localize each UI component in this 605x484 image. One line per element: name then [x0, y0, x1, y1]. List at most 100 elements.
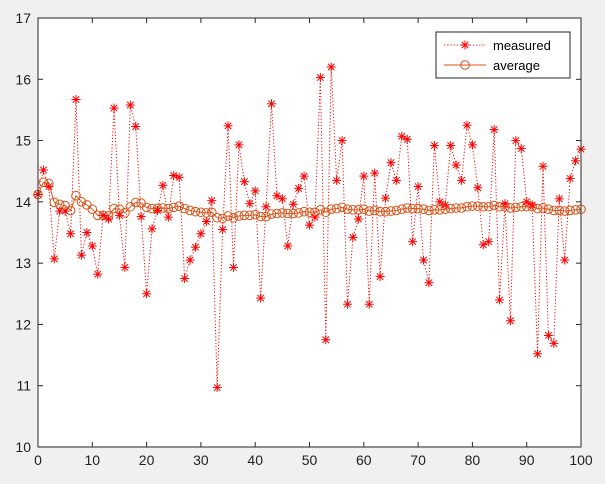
average-point — [206, 207, 217, 218]
measured-point — [571, 156, 581, 166]
y-tick-label: 13 — [15, 255, 31, 271]
average-point — [282, 208, 293, 219]
measured-point — [250, 186, 260, 196]
measured-point — [429, 140, 439, 150]
average-point — [554, 205, 565, 216]
average-point — [391, 205, 402, 216]
average-point — [239, 210, 250, 221]
measured-point — [76, 250, 86, 260]
x-tick-label: 40 — [247, 452, 263, 468]
measured-point — [549, 338, 559, 348]
average-point — [402, 203, 413, 213]
legend-average-marker — [460, 60, 470, 70]
average-point — [456, 203, 467, 213]
average-point — [483, 201, 494, 212]
average-point — [559, 206, 570, 216]
series-measured-line — [37, 67, 582, 388]
measured-point — [402, 134, 412, 144]
measured-point — [277, 194, 287, 204]
measured-point — [125, 100, 135, 110]
average-point — [532, 203, 543, 214]
measured-point — [60, 206, 70, 216]
average-point — [223, 211, 233, 221]
average-point — [49, 197, 60, 208]
average-point — [190, 206, 201, 217]
measured-point — [359, 171, 369, 181]
y-tick-label: 15 — [15, 133, 31, 149]
measured-point — [381, 193, 391, 203]
measured-point — [495, 295, 505, 305]
x-tick-label: 20 — [139, 452, 155, 468]
measured-point — [364, 299, 374, 309]
measured-point — [93, 269, 103, 279]
measured-point — [353, 214, 363, 224]
measured-point — [190, 242, 200, 252]
measured-point — [245, 199, 255, 209]
measured-point — [114, 210, 124, 220]
measured-point — [120, 262, 130, 272]
average-point — [331, 203, 342, 214]
x-tick-label: 30 — [193, 452, 209, 468]
average-point — [217, 213, 228, 224]
measured-point — [196, 229, 206, 239]
y-tick-label: 17 — [15, 10, 31, 26]
legend-measured-marker — [460, 40, 470, 50]
measured-point — [294, 183, 304, 193]
average-point — [168, 202, 179, 213]
measured-point — [332, 175, 342, 185]
measured-point — [565, 174, 575, 184]
measured-point — [543, 330, 553, 340]
measured-point — [440, 200, 450, 210]
average-point — [212, 212, 222, 223]
average-point — [467, 201, 478, 211]
average-point — [538, 203, 548, 213]
average-point — [185, 205, 195, 216]
average-point — [244, 210, 255, 221]
measured-point — [169, 171, 179, 181]
measured-point — [370, 168, 380, 178]
measured-point — [337, 136, 347, 146]
measured-point — [391, 175, 401, 185]
average-point — [179, 203, 190, 214]
average-point — [462, 201, 472, 212]
measured-point — [228, 262, 238, 272]
average-point — [71, 190, 81, 201]
average-point — [304, 207, 315, 218]
measured-point — [180, 273, 190, 283]
measured-point — [212, 383, 222, 393]
measured-point — [375, 272, 385, 282]
average-point — [380, 206, 391, 217]
average-point — [570, 205, 581, 215]
measured-point — [207, 196, 217, 206]
measured-point — [234, 140, 244, 150]
measured-point — [321, 335, 331, 345]
average-point — [76, 197, 87, 207]
measured-point — [218, 224, 228, 234]
y-tick-label: 12 — [15, 316, 31, 332]
average-point — [478, 201, 489, 212]
x-tick-label: 100 — [569, 452, 593, 468]
measured-point — [201, 216, 211, 226]
measured-point — [473, 183, 483, 193]
average-point — [549, 205, 559, 216]
measured-point — [223, 121, 233, 131]
measured-point — [451, 160, 461, 170]
average-point — [353, 205, 364, 215]
average-point — [109, 203, 119, 214]
average-point — [299, 206, 309, 217]
measured-point — [500, 199, 510, 209]
average-point — [87, 204, 98, 215]
measured-point — [343, 299, 353, 309]
average-point — [261, 211, 271, 222]
average-point — [320, 207, 331, 218]
measured-point — [174, 172, 184, 182]
measured-point — [560, 255, 570, 265]
average-point — [407, 203, 418, 214]
average-point — [38, 177, 49, 188]
measured-point — [348, 232, 358, 242]
average-point — [565, 205, 575, 216]
measured-point — [305, 220, 314, 230]
y-tick-label: 11 — [16, 378, 31, 394]
average-point — [130, 197, 141, 208]
legend-box — [435, 31, 571, 79]
